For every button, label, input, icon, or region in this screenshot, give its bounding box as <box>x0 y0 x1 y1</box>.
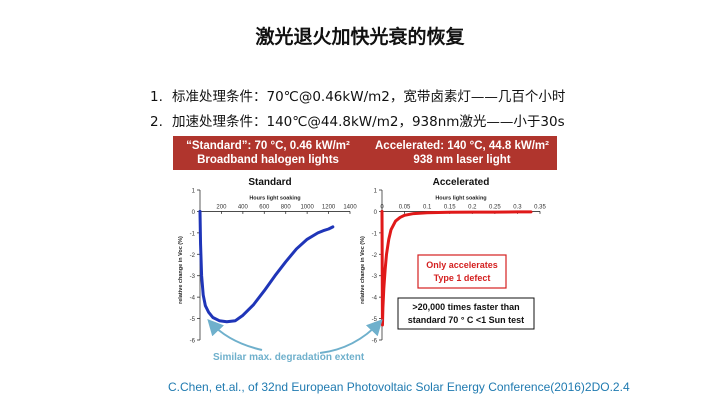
acc-annotation-speed-line: >20,000 times faster than <box>412 302 519 312</box>
std-y-tick-label: 1 <box>192 189 196 195</box>
acc-x-tick-label: 0.2 <box>468 204 477 210</box>
acc-chart-title: Accelerated <box>433 177 490 188</box>
std-y-axis-label: relative change in Voc (%) <box>178 236 184 304</box>
acc-x-tick-label: 0 <box>380 204 384 210</box>
banner-standard-line-2: Broadband halogen lights <box>197 154 339 166</box>
std-chart-title: Standard <box>248 177 291 188</box>
acc-x-tick-label: 0.3 <box>513 204 522 210</box>
std-y-tick-label: -5 <box>190 317 196 323</box>
acc-y-tick-label: -4 <box>372 296 378 302</box>
banner-accelerated-line-1: Accelerated: 140 °C, 44.8 kW/m² <box>375 140 549 152</box>
page-title: 激光退火加快光衰的恢复 <box>255 26 465 48</box>
acc-annotation-speed-line: standard 70 ° C <1 Sun test <box>408 315 524 325</box>
similar-degradation-note: Similar max. degradation extent <box>213 352 365 363</box>
acc-annotation-defect-line: Type 1 defect <box>434 273 491 283</box>
std-y-tick-label: 0 <box>192 210 196 216</box>
acc-y-tick-label: 0 <box>374 210 378 216</box>
condition-2-text: 加速处理条件：140℃@44.8kW/m2，938nm激光——小于30s <box>172 114 565 130</box>
std-x-tick-label: 400 <box>238 204 249 210</box>
condition-1-number: 1. <box>150 89 163 105</box>
similar-arrow-left <box>207 319 263 351</box>
acc-annotation-defect-line: Only accelerates <box>426 260 498 270</box>
acc-y-tick-label: -1 <box>372 231 378 237</box>
acc-x-tick-label: 0.25 <box>489 204 501 210</box>
banner-accelerated-line-2: 938 nm laser light <box>413 154 511 166</box>
acc-x-tick-label: 0.15 <box>444 204 456 210</box>
condition-1: 1. 标准处理条件：70℃@0.46kW/m2，宽带卤素灯——几百个小时 <box>150 85 565 105</box>
std-y-tick-label: -3 <box>190 274 196 280</box>
acc-y-tick-label: -2 <box>372 253 378 259</box>
std-y-tick-label: -6 <box>190 339 196 345</box>
acc-series-line <box>380 209 533 327</box>
std-x-tick-label: 1200 <box>322 204 336 210</box>
std-x-tick-label: 600 <box>259 204 270 210</box>
acc-y-tick-label: -3 <box>372 274 378 280</box>
similar-arrow-right <box>319 319 383 354</box>
accelerated-chart: Accelerated 1 0 -1 -2 -3 -4 -5 -6 0 0.05 0.1 0.15 0.2… <box>360 177 546 345</box>
standard-chart: Standard 1 0 -1 -2 -3 -4 -5 -6 200 400 600 800 1000 12… <box>178 177 357 345</box>
std-x-tick-label: 200 <box>216 204 227 210</box>
std-series-line <box>198 209 335 324</box>
acc-x-tick-label: 0.05 <box>399 204 411 210</box>
condition-2-number: 2. <box>150 114 163 130</box>
condition-2: 2. 加速处理条件：140℃@44.8kW/m2，938nm激光——小于30s <box>150 110 565 130</box>
condition-1-text: 标准处理条件：70℃@0.46kW/m2，宽带卤素灯——几百个小时 <box>172 89 566 105</box>
acc-annotation-box-speed <box>397 297 535 330</box>
std-y-tick-label: -4 <box>190 296 196 302</box>
acc-annotation-box-defect <box>417 254 507 289</box>
conditions-banner: “Standard”: 70 °C, 0.46 kW/m² Broadband … <box>173 136 557 170</box>
std-y-tick-label: -2 <box>190 253 196 259</box>
acc-x-tick-label: 0.35 <box>534 204 546 210</box>
banner-standard: “Standard”: 70 °C, 0.46 kW/m² Broadband … <box>173 139 363 167</box>
std-x-axis-label: Hours light soaking <box>249 195 300 201</box>
acc-y-axis-label: relative change in Voc (%) <box>360 236 366 304</box>
std-x-tick-label: 800 <box>281 204 292 210</box>
acc-y-tick-label: 1 <box>374 189 378 195</box>
std-y-tick-label: -1 <box>190 231 196 237</box>
banner-accelerated: Accelerated: 140 °C, 44.8 kW/m² 938 nm l… <box>367 139 557 167</box>
acc-y-tick-label: -6 <box>372 339 378 345</box>
citation: C.Chen, et.al., of 32nd European Photovo… <box>168 380 630 394</box>
banner-standard-line-1: “Standard”: 70 °C, 0.46 kW/m² <box>186 140 350 152</box>
acc-y-tick-label: -5 <box>372 317 378 323</box>
acc-x-tick-label: 0.1 <box>423 204 432 210</box>
acc-x-axis-label: Hours light soaking <box>435 195 486 201</box>
std-x-tick-label: 1400 <box>343 204 357 210</box>
std-x-tick-label: 1000 <box>300 204 314 210</box>
